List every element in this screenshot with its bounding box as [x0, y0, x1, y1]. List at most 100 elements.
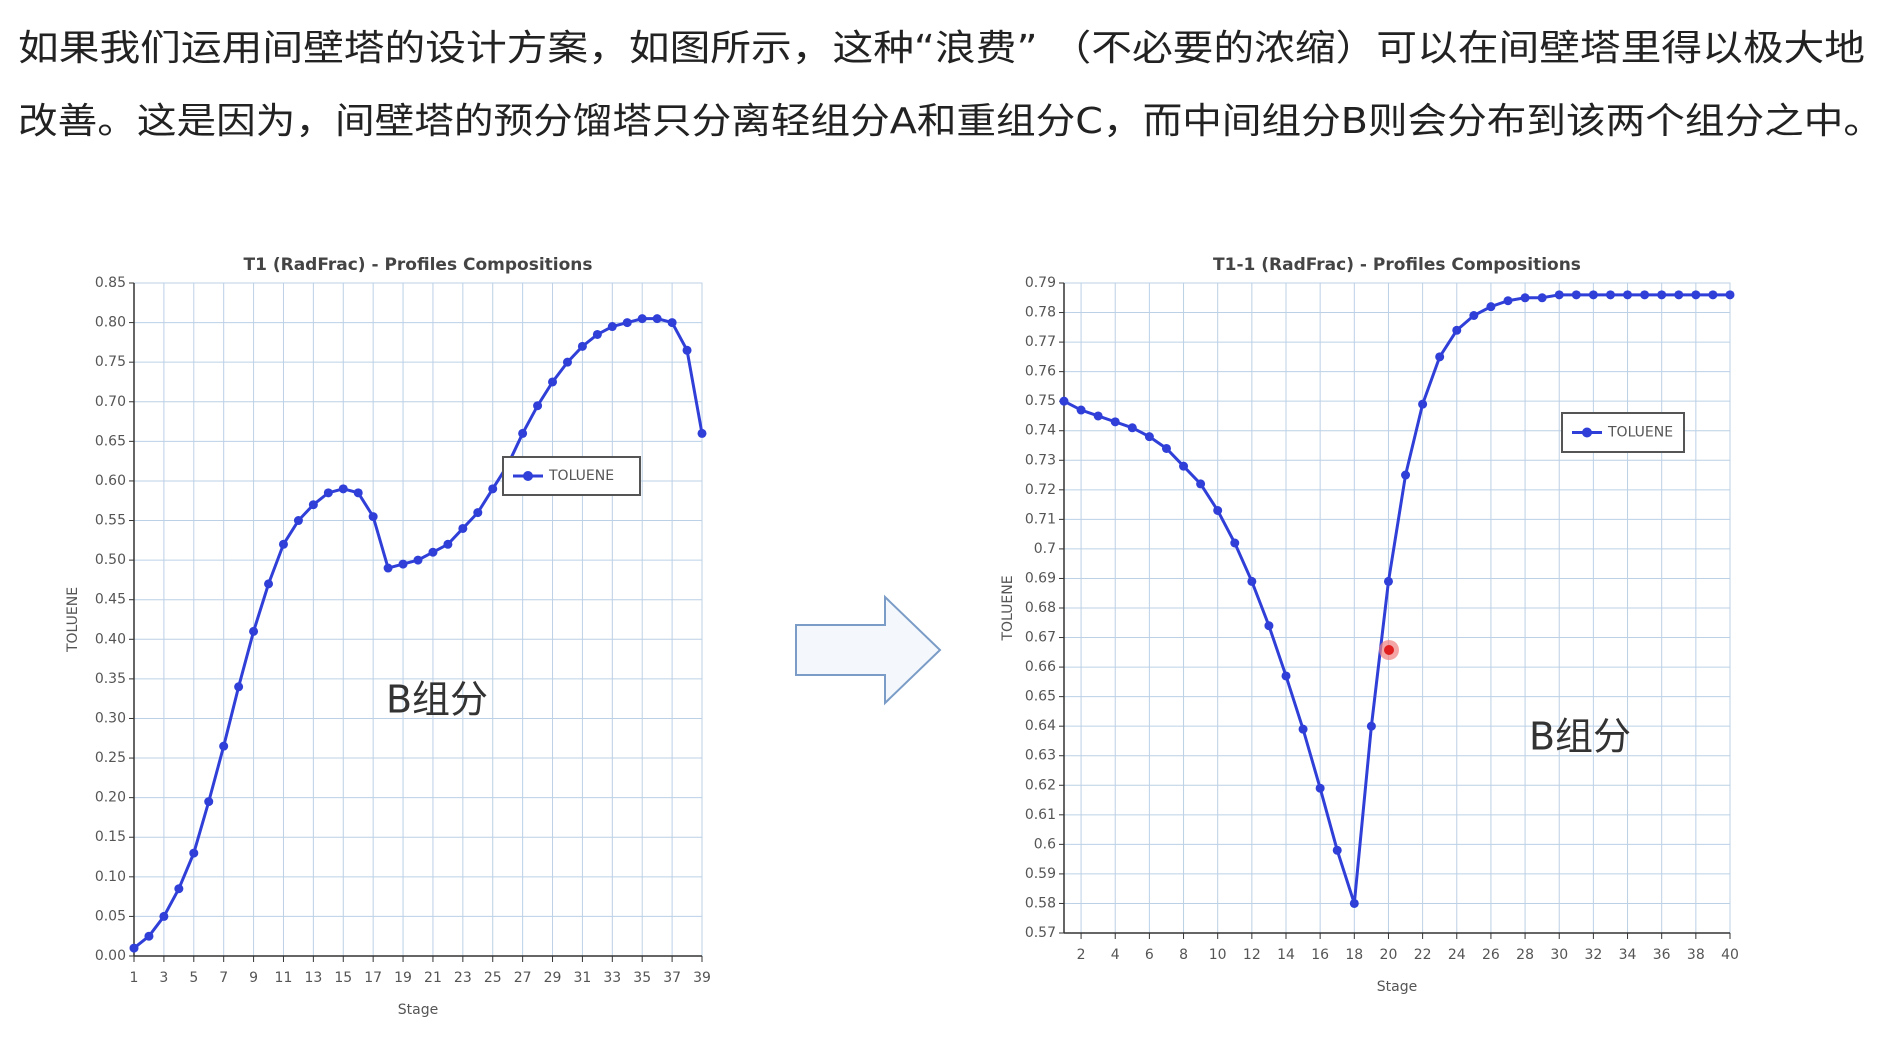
y-tick-label: 0.71	[1025, 511, 1056, 527]
data-point	[1640, 290, 1650, 300]
x-tick-label: 19	[394, 970, 412, 986]
data-point	[1520, 293, 1530, 303]
data-point	[1332, 845, 1342, 855]
y-tick-label: 0.73	[1025, 452, 1056, 468]
y-tick-label: 0.67	[1025, 630, 1056, 646]
data-point	[652, 314, 662, 324]
data-point	[1059, 396, 1069, 406]
x-tick-label: 10	[1209, 947, 1227, 963]
x-tick-label: 35	[633, 970, 651, 986]
data-point	[368, 512, 378, 522]
data-point	[1127, 423, 1137, 433]
data-point	[607, 322, 617, 332]
data-point	[1623, 290, 1633, 300]
data-point	[1281, 671, 1291, 681]
data-point	[1571, 290, 1581, 300]
data-point	[1298, 724, 1308, 734]
y-tick-label: 0.65	[1025, 689, 1056, 705]
x-tick-label: 6	[1145, 947, 1154, 963]
x-tick-label: 28	[1516, 947, 1534, 963]
x-tick-label: 30	[1550, 947, 1568, 963]
data-point	[488, 484, 498, 494]
x-tick-label: 38	[1687, 947, 1705, 963]
y-tick-label: 0.77	[1025, 334, 1056, 350]
data-point	[353, 488, 363, 498]
data-point	[1179, 461, 1189, 471]
data-point	[1605, 290, 1615, 300]
data-point	[1588, 290, 1598, 300]
x-tick-label: 31	[574, 970, 592, 986]
data-point	[159, 911, 169, 921]
data-point	[1469, 311, 1479, 320]
x-tick-label: 12	[1243, 947, 1261, 963]
data-point	[577, 341, 587, 351]
y-tick-label: 0.85	[95, 275, 126, 291]
data-point	[1161, 443, 1171, 453]
data-point	[383, 563, 393, 573]
data-point	[308, 500, 318, 510]
legend-swatch	[523, 471, 533, 481]
data-point	[1383, 576, 1393, 586]
x-tick-label: 17	[364, 970, 382, 986]
y-tick-label: 0.35	[95, 671, 126, 687]
x-tick-label: 25	[484, 970, 502, 986]
x-tick-label: 23	[454, 970, 472, 986]
data-point	[1144, 432, 1154, 442]
data-point	[144, 931, 154, 941]
y-tick-label: 0.62	[1025, 777, 1056, 793]
series-line	[1063, 293, 1730, 904]
y-tick-label: 0.30	[95, 710, 126, 726]
x-tick-label: 34	[1619, 947, 1637, 963]
data-point	[293, 516, 303, 526]
x-tick-label: 32	[1584, 947, 1602, 963]
y-tick-label: 0.50	[95, 552, 126, 568]
data-point	[338, 484, 348, 494]
y-tick-label: 0.68	[1025, 600, 1056, 616]
arrow	[795, 594, 942, 706]
plot-area	[133, 282, 703, 957]
data-point	[1366, 721, 1376, 731]
data-point	[1691, 290, 1701, 300]
x-tick-label: 39	[693, 970, 711, 986]
y-tick-label: 0.58	[1025, 895, 1056, 911]
y-tick-label: 0.45	[95, 592, 126, 608]
data-point	[1093, 411, 1103, 421]
x-tick-label: 9	[249, 970, 258, 986]
data-point	[1486, 302, 1496, 312]
x-tick-label: 36	[1653, 947, 1671, 963]
y-tick-label: 0.66	[1025, 659, 1056, 675]
y-tick-label: 0.25	[95, 750, 126, 766]
data-point	[458, 523, 468, 533]
paragraph-line: 改善。这是因为，间壁塔的预分馏塔只分离轻组分A和重组分C，而中间组分B则会分布到…	[18, 101, 1883, 142]
data-point	[562, 357, 572, 367]
y-tick-label: 0.76	[1025, 364, 1056, 380]
data-point	[667, 318, 677, 328]
cursor-highlight	[1384, 645, 1394, 655]
data-point	[518, 428, 528, 438]
x-tick-label: 14	[1277, 947, 1295, 963]
data-point	[428, 547, 438, 557]
data-point	[592, 329, 602, 339]
data-point	[443, 539, 453, 549]
data-point	[1247, 576, 1257, 586]
data-point	[1554, 290, 1564, 300]
y-tick-label: 0.00	[95, 948, 126, 964]
data-point	[249, 626, 259, 636]
x-tick-label: 11	[275, 970, 293, 986]
y-tick-label: 0.70	[95, 394, 126, 410]
x-tick-label: 5	[189, 970, 198, 986]
data-point	[219, 741, 229, 751]
x-tick-label: 27	[514, 970, 532, 986]
data-point	[622, 318, 632, 328]
x-tick-label: 21	[424, 970, 442, 986]
y-tick-label: 0.7	[1034, 541, 1056, 557]
x-tick-label: 18	[1345, 947, 1363, 963]
data-point	[1452, 325, 1462, 335]
y-tick-label: 0.40	[95, 631, 126, 647]
data-point	[413, 555, 423, 565]
y-tick-label: 0.64	[1025, 718, 1056, 734]
annotation: B组分	[1529, 715, 1631, 759]
x-tick-label: 3	[159, 970, 168, 986]
x-tick-label: 13	[304, 970, 322, 986]
y-tick-label: 0.63	[1025, 748, 1056, 764]
